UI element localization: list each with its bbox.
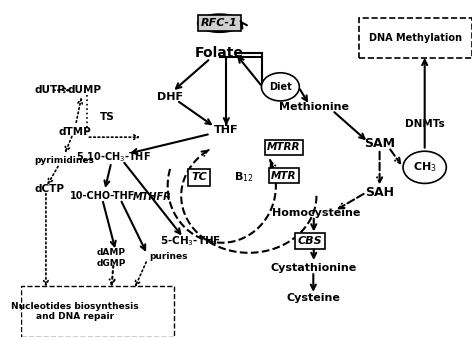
Circle shape xyxy=(262,73,300,101)
Text: TS: TS xyxy=(100,112,114,122)
Text: DNA Methylation: DNA Methylation xyxy=(369,33,462,43)
Text: dTMP: dTMP xyxy=(59,127,91,137)
Text: MTR: MTR xyxy=(271,171,296,181)
Text: 5,10-CH$_3$-THF: 5,10-CH$_3$-THF xyxy=(76,150,151,164)
Text: SAM: SAM xyxy=(364,137,395,150)
Text: dUTP: dUTP xyxy=(35,85,65,95)
Text: SAH: SAH xyxy=(365,186,394,199)
Text: Diet: Diet xyxy=(269,82,292,92)
Text: Methionine: Methionine xyxy=(279,102,349,112)
Text: CH$_3$: CH$_3$ xyxy=(413,161,437,174)
Text: dAMP
dGMP: dAMP dGMP xyxy=(97,248,126,268)
Text: DNMTs: DNMTs xyxy=(405,119,445,129)
Text: RFC-1: RFC-1 xyxy=(201,18,238,28)
Circle shape xyxy=(403,151,447,184)
Text: TC: TC xyxy=(191,172,207,183)
Text: DHF: DHF xyxy=(157,92,183,102)
Text: THF: THF xyxy=(214,125,238,136)
Text: B$_{12}$: B$_{12}$ xyxy=(234,170,253,184)
Text: MTRR: MTRR xyxy=(267,142,301,152)
Text: 10-CHO-THF: 10-CHO-THF xyxy=(70,191,135,201)
Text: pyrimidines: pyrimidines xyxy=(34,156,94,165)
Text: Folate: Folate xyxy=(195,46,244,61)
Text: dUMP: dUMP xyxy=(67,85,101,95)
Text: purines: purines xyxy=(150,252,188,261)
Text: CBS: CBS xyxy=(297,236,322,246)
Text: Homocysteine: Homocysteine xyxy=(272,208,361,218)
Text: Cysteine: Cysteine xyxy=(286,293,340,303)
Text: dCTP: dCTP xyxy=(35,184,64,194)
Text: Nucleotides biosynthesis
and DNA repair: Nucleotides biosynthesis and DNA repair xyxy=(11,302,139,321)
Text: 5-CH$_3$-THF: 5-CH$_3$-THF xyxy=(160,234,221,248)
FancyBboxPatch shape xyxy=(21,286,174,337)
Text: Cystathionine: Cystathionine xyxy=(270,263,356,273)
Text: MTHFR: MTHFR xyxy=(133,193,171,202)
FancyBboxPatch shape xyxy=(359,18,472,58)
